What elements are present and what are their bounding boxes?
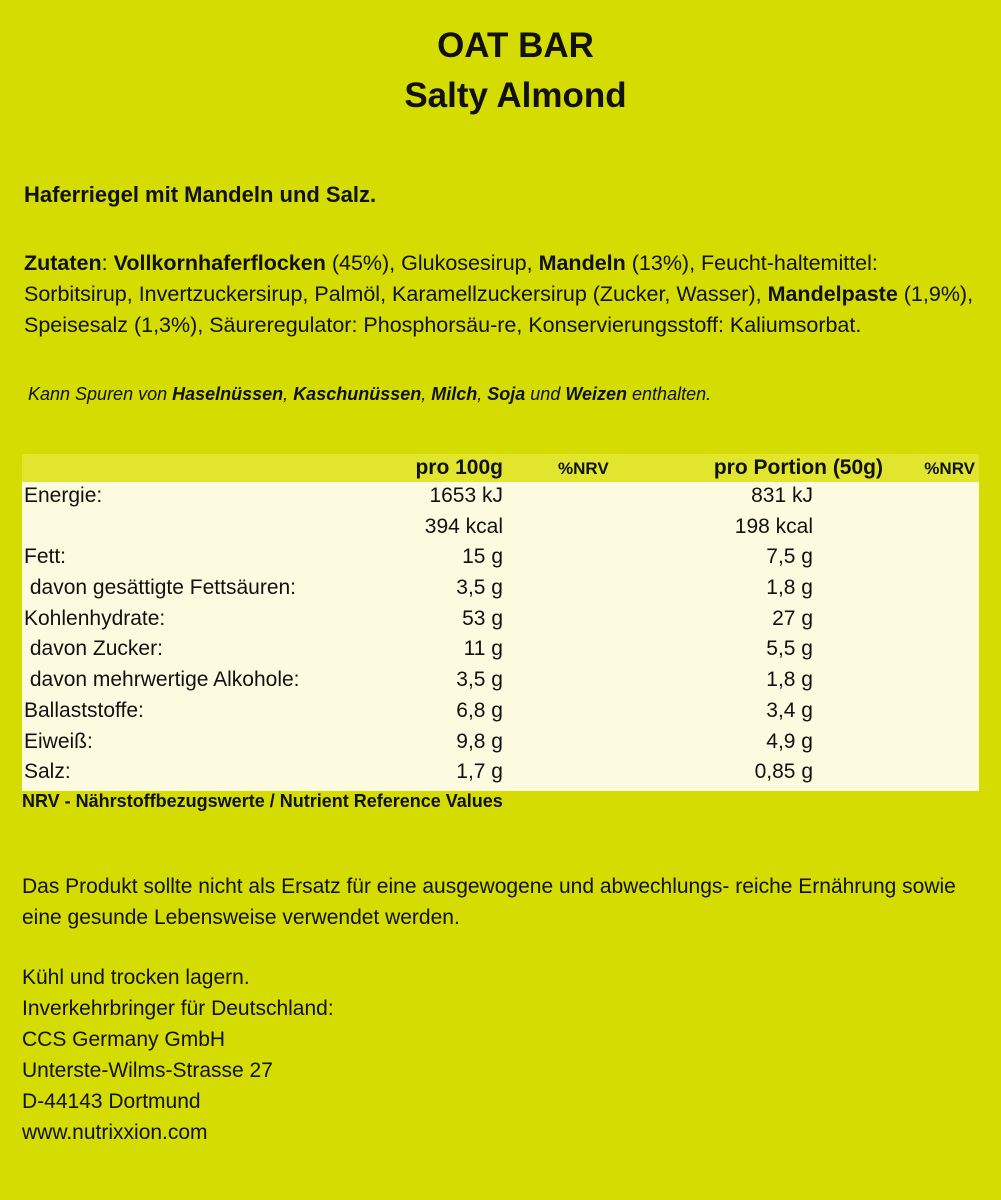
- nutrient-label: davon Zucker:: [24, 637, 163, 661]
- text: ,: [477, 384, 488, 404]
- info-line: Unterste-Wilms-Strasse 27: [22, 1059, 273, 1082]
- value-per-100g: 11 g: [463, 637, 503, 661]
- table-row: davon gesättigte Fettsäuren: 3,5 g 1,8 g: [22, 574, 979, 605]
- table-row: Fett: 15 g 7,5 g: [22, 543, 979, 574]
- value-per-100g: 394 kcal: [424, 514, 503, 538]
- value-per-100g: 15 g: [462, 545, 503, 569]
- bold-text: Milch: [431, 384, 478, 404]
- table-header: pro 100g %NRV pro Portion (50g) %NRV: [22, 454, 979, 482]
- bold-text: Mandelpaste: [767, 282, 898, 306]
- value-per-100g: 3,5 g: [456, 668, 503, 692]
- value-per-portion: 1,8 g: [766, 576, 813, 600]
- header-per-portion: pro Portion (50g): [713, 456, 883, 479]
- value-per-100g: 9,8 g: [456, 729, 503, 753]
- disclaimer: Das Produkt sollte nicht als Ersatz für …: [22, 875, 956, 929]
- value-per-portion: 3,4 g: [766, 698, 813, 722]
- value-per-portion: 0,85 g: [754, 760, 813, 784]
- header-nrv-100g: %NRV: [558, 459, 609, 478]
- table-row: davon mehrwertige Alkohole: 3,5 g 1,8 g: [22, 666, 979, 697]
- value-per-100g: 6,8 g: [456, 698, 503, 722]
- nutrition-table: pro 100g %NRV pro Portion (50g) %NRV Ene…: [22, 454, 979, 791]
- product-subtitle: Salty Almond: [404, 76, 627, 115]
- text: (13%), Feucht-haltemittel: Sorbitsirup, …: [24, 251, 878, 306]
- value-per-100g: 3,5 g: [456, 576, 503, 600]
- value-per-portion: 27 g: [772, 606, 813, 630]
- nutrient-label: davon mehrwertige Alkohole:: [24, 668, 300, 692]
- bold-text: Zutaten: [24, 251, 102, 275]
- text: (1,9%), Speisesalz (1,3%), Säureregulato…: [24, 282, 974, 337]
- bold-text: Mandeln: [538, 251, 626, 275]
- nutrient-label: Kohlenhydrate:: [24, 606, 166, 630]
- value-per-portion: 7,5 g: [766, 545, 813, 569]
- info-line: D-44143 Dortmund: [22, 1090, 201, 1113]
- nutrient-label: Ballaststoffe:: [24, 698, 144, 722]
- nutrient-label: Energie:: [24, 484, 103, 507]
- allergen-notice: Kann Spuren von Haselnüssen, Kaschunüsse…: [28, 384, 711, 405]
- table-row: 394 kcal 198 kcal: [22, 513, 979, 544]
- table-body: Energie: 1653 kJ 831 kJ 394 kcal 198 kcal Fet…: [22, 482, 979, 791]
- nrv-footnote: NRV - Nährstoffbezugswerte / Nutrient Re…: [22, 791, 503, 811]
- bold-text: Vollkornhaferflocken: [113, 251, 326, 275]
- value-per-portion: 1,8 g: [766, 668, 813, 692]
- text: ,: [421, 384, 432, 404]
- nutrient-label: Fett:: [24, 545, 67, 569]
- info-line: www.nutrixxion.com: [22, 1121, 208, 1144]
- value-per-portion: 4,9 g: [766, 729, 813, 753]
- text: Kann Spuren von: [28, 384, 173, 404]
- value-per-100g: 53 g: [462, 606, 503, 630]
- bold-text: Soja: [487, 384, 526, 404]
- text: :: [101, 251, 114, 275]
- ingredients-list: Zutaten: Vollkornhaferflocken (45%), Glu…: [24, 248, 974, 341]
- product-title: OAT BAR: [437, 26, 594, 65]
- value-per-portion: 198 kcal: [734, 514, 813, 538]
- value-per-100g: 1653 kJ: [429, 484, 503, 507]
- table-row: davon Zucker: 11 g 5,5 g: [22, 635, 979, 666]
- nutrient-label: Eiweiß:: [24, 729, 93, 753]
- header-per-100g: pro 100g: [415, 456, 503, 479]
- header-nrv-portion: %NRV: [924, 459, 975, 478]
- table-row: Salz: 1,7 g 0,85 g: [22, 758, 979, 789]
- text: ,: [283, 384, 294, 404]
- nutrient-label: davon gesättigte Fettsäuren:: [24, 576, 297, 600]
- table-row: Energie: 1653 kJ 831 kJ: [22, 482, 979, 513]
- nutrient-label: Salz:: [24, 760, 71, 784]
- text: und: [525, 384, 566, 404]
- text: enthalten.: [627, 384, 712, 404]
- product-description: Haferriegel mit Mandeln und Salz.: [24, 182, 377, 207]
- bold-text: Weizen: [565, 384, 628, 404]
- text: (45%), Glukosesirup,: [325, 251, 539, 275]
- info-line: Kühl und trocken lagern.: [22, 966, 250, 989]
- manufacturer-info: Kühl und trocken lagern. Inverkehrbringer…: [22, 962, 334, 1148]
- value-per-portion: 5,5 g: [766, 637, 813, 661]
- table-row: Kohlenhydrate: 53 g 27 g: [22, 605, 979, 636]
- table-row: Eiweiß: 9,8 g 4,9 g: [22, 728, 979, 759]
- bold-text: Haselnüssen: [172, 384, 284, 404]
- value-per-portion: 831 kJ: [751, 484, 813, 507]
- info-line: Inverkehrbringer für Deutschland:: [22, 997, 334, 1020]
- info-line: CCS Germany GmbH: [22, 1028, 226, 1051]
- bold-text: Kaschunüssen: [293, 384, 422, 404]
- value-per-100g: 1,7 g: [456, 760, 503, 784]
- table-row: Ballaststoffe: 6,8 g 3,4 g: [22, 697, 979, 728]
